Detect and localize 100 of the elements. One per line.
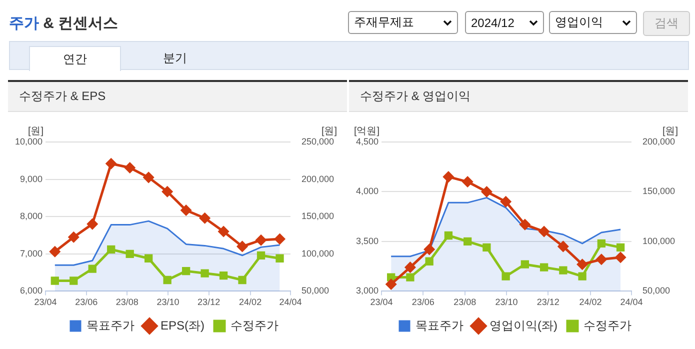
x-tick-label: 23/12	[536, 297, 560, 308]
y-axis-title: [원]	[28, 126, 44, 137]
point	[219, 271, 228, 280]
text: 연간	[29, 46, 121, 71]
point	[276, 254, 284, 262]
x-tick-label: 23/08	[116, 297, 138, 308]
x-tick-label: 23/04	[34, 297, 57, 308]
x-tick-label: 24/04	[279, 297, 302, 308]
chart-title: 수정주가 & 영업이익	[349, 82, 688, 112]
text: 영업이익	[555, 14, 603, 31]
text: 2024/12	[471, 16, 514, 30]
point	[482, 243, 491, 252]
point	[218, 226, 229, 237]
y2-tick-label: 250,000	[301, 136, 334, 146]
point	[463, 237, 472, 246]
point	[143, 172, 154, 183]
point	[162, 186, 173, 197]
point	[520, 219, 530, 230]
point	[124, 162, 136, 173]
point	[68, 232, 79, 242]
legend-label: 수정주가	[583, 318, 632, 332]
point	[577, 259, 588, 270]
text: 주재무제표	[354, 14, 414, 31]
point	[387, 273, 396, 282]
point	[274, 234, 286, 244]
point	[237, 241, 248, 252]
point	[144, 254, 153, 262]
point	[200, 212, 210, 224]
point	[502, 272, 510, 280]
x-tick-label: 23/04	[370, 297, 393, 308]
y2-tick-label: 50,000	[642, 286, 670, 296]
x-tick-label: 23/10	[156, 297, 180, 308]
point	[424, 244, 435, 255]
point	[87, 218, 98, 230]
point	[406, 273, 414, 282]
text: 분기	[162, 50, 188, 66]
point	[578, 272, 586, 280]
point	[50, 276, 59, 285]
y-tick-label: 7,000	[20, 248, 43, 258]
point	[616, 243, 625, 252]
y2-tick-label: 200,000	[642, 136, 676, 146]
x-tick-label: 24/04	[620, 297, 643, 308]
point	[200, 269, 209, 278]
legend-label: 영업이익(좌)	[490, 318, 558, 332]
point	[238, 276, 246, 284]
x-tick-label: 24/02	[239, 297, 262, 308]
point	[404, 262, 416, 273]
point	[126, 250, 134, 258]
point	[107, 245, 116, 254]
point	[538, 226, 550, 237]
point	[256, 234, 266, 246]
point	[50, 246, 60, 257]
y-tick-label: 6,000	[20, 286, 43, 296]
point	[386, 278, 396, 290]
point	[520, 260, 530, 268]
point	[558, 241, 568, 252]
legend-label: 목표주가	[416, 318, 464, 332]
chart-title: 수정주가 & EPS	[8, 82, 347, 112]
x-tick-label: 23/06	[412, 297, 434, 308]
point	[462, 176, 473, 188]
text: 주가 & 컨센서스	[9, 14, 118, 33]
point	[559, 266, 568, 274]
point	[443, 172, 454, 182]
point	[180, 205, 192, 216]
point	[70, 276, 78, 285]
x-tick-label: 23/10	[495, 297, 518, 308]
y-axis-title: [억원]	[354, 126, 380, 137]
point	[106, 158, 116, 169]
y-tick-label: 3,000	[356, 286, 379, 296]
point	[597, 239, 606, 248]
legend-label: 목표주가	[86, 318, 134, 332]
point	[615, 252, 626, 263]
point	[425, 257, 434, 266]
x-tick-label: 23/06	[75, 297, 98, 308]
point	[163, 276, 172, 284]
point	[481, 186, 492, 197]
y2-tick-label: 150,000	[642, 186, 676, 196]
legend-label: EPS(좌)	[160, 318, 205, 332]
x-tick-label: 23/12	[198, 297, 220, 308]
y2-axis-title: [원]	[321, 126, 338, 137]
y-tick-label: 10,000	[14, 136, 43, 146]
y2-tick-label: 100,000	[301, 248, 334, 258]
y-tick-label: 3,500	[356, 236, 379, 246]
y2-tick-label: 100,000	[642, 236, 676, 246]
y2-axis-title: [원]	[662, 126, 678, 137]
point	[444, 231, 453, 240]
point	[500, 196, 512, 207]
y-tick-label: 8,000	[20, 211, 43, 222]
point	[182, 266, 190, 276]
y2-tick-label: 200,000	[301, 174, 334, 184]
y2-tick-label: 150,000	[301, 211, 334, 222]
point	[540, 263, 548, 272]
point	[256, 251, 266, 260]
y2-tick-label: 50,000	[301, 286, 329, 296]
point	[88, 264, 96, 273]
y-tick-label: 4,500	[356, 136, 379, 146]
text: 검색	[643, 11, 690, 36]
legend-label: 수정주가	[230, 318, 278, 332]
x-tick-label: 23/08	[454, 297, 476, 308]
x-tick-label: 24/02	[579, 297, 602, 308]
